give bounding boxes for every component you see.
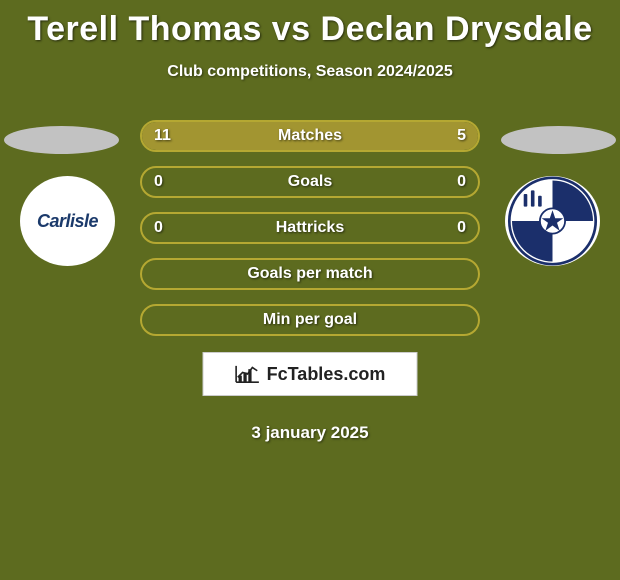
chart-icon — [235, 363, 261, 385]
page-title: Terell Thomas vs Declan Drysdale — [0, 0, 620, 49]
stat-label: Hattricks — [142, 214, 478, 242]
stat-value-right: 0 — [457, 168, 466, 196]
stat-value-left: 11 — [154, 122, 171, 150]
brand-text: FcTables.com — [267, 364, 386, 385]
date-label: 3 january 2025 — [0, 423, 620, 443]
stat-value-right: 0 — [457, 214, 466, 242]
player-photo-placeholder-right — [501, 126, 616, 154]
team-badge-left-text: Carlisle — [37, 211, 98, 232]
stat-value-left: 0 — [154, 214, 163, 242]
team-badge-right — [505, 176, 600, 266]
stat-label: Goals per match — [142, 260, 478, 288]
stat-value-right: 5 — [457, 122, 466, 150]
subtitle: Club competitions, Season 2024/2025 — [0, 63, 620, 81]
stat-row-hattricks: Hattricks0 0 — [140, 212, 480, 244]
brand-logo[interactable]: FcTables.com — [203, 352, 418, 396]
stats-bars: Matches115Goals00Hattricks00Goals per ma… — [140, 120, 480, 350]
stat-row-matches: Matches11 5 — [140, 120, 480, 152]
stat-row-goals-per-match: Goals per match — [140, 258, 480, 290]
stat-label: Goals — [142, 168, 478, 196]
stat-row-min-per-goal: Min per goal — [140, 304, 480, 336]
stat-value-left: 0 — [154, 168, 163, 196]
stat-label: Matches — [142, 122, 478, 150]
team-badge-left: Carlisle — [20, 176, 115, 266]
player-photo-placeholder-left — [4, 126, 119, 154]
stat-row-goals: Goals0 0 — [140, 166, 480, 198]
stat-label: Min per goal — [142, 306, 478, 334]
